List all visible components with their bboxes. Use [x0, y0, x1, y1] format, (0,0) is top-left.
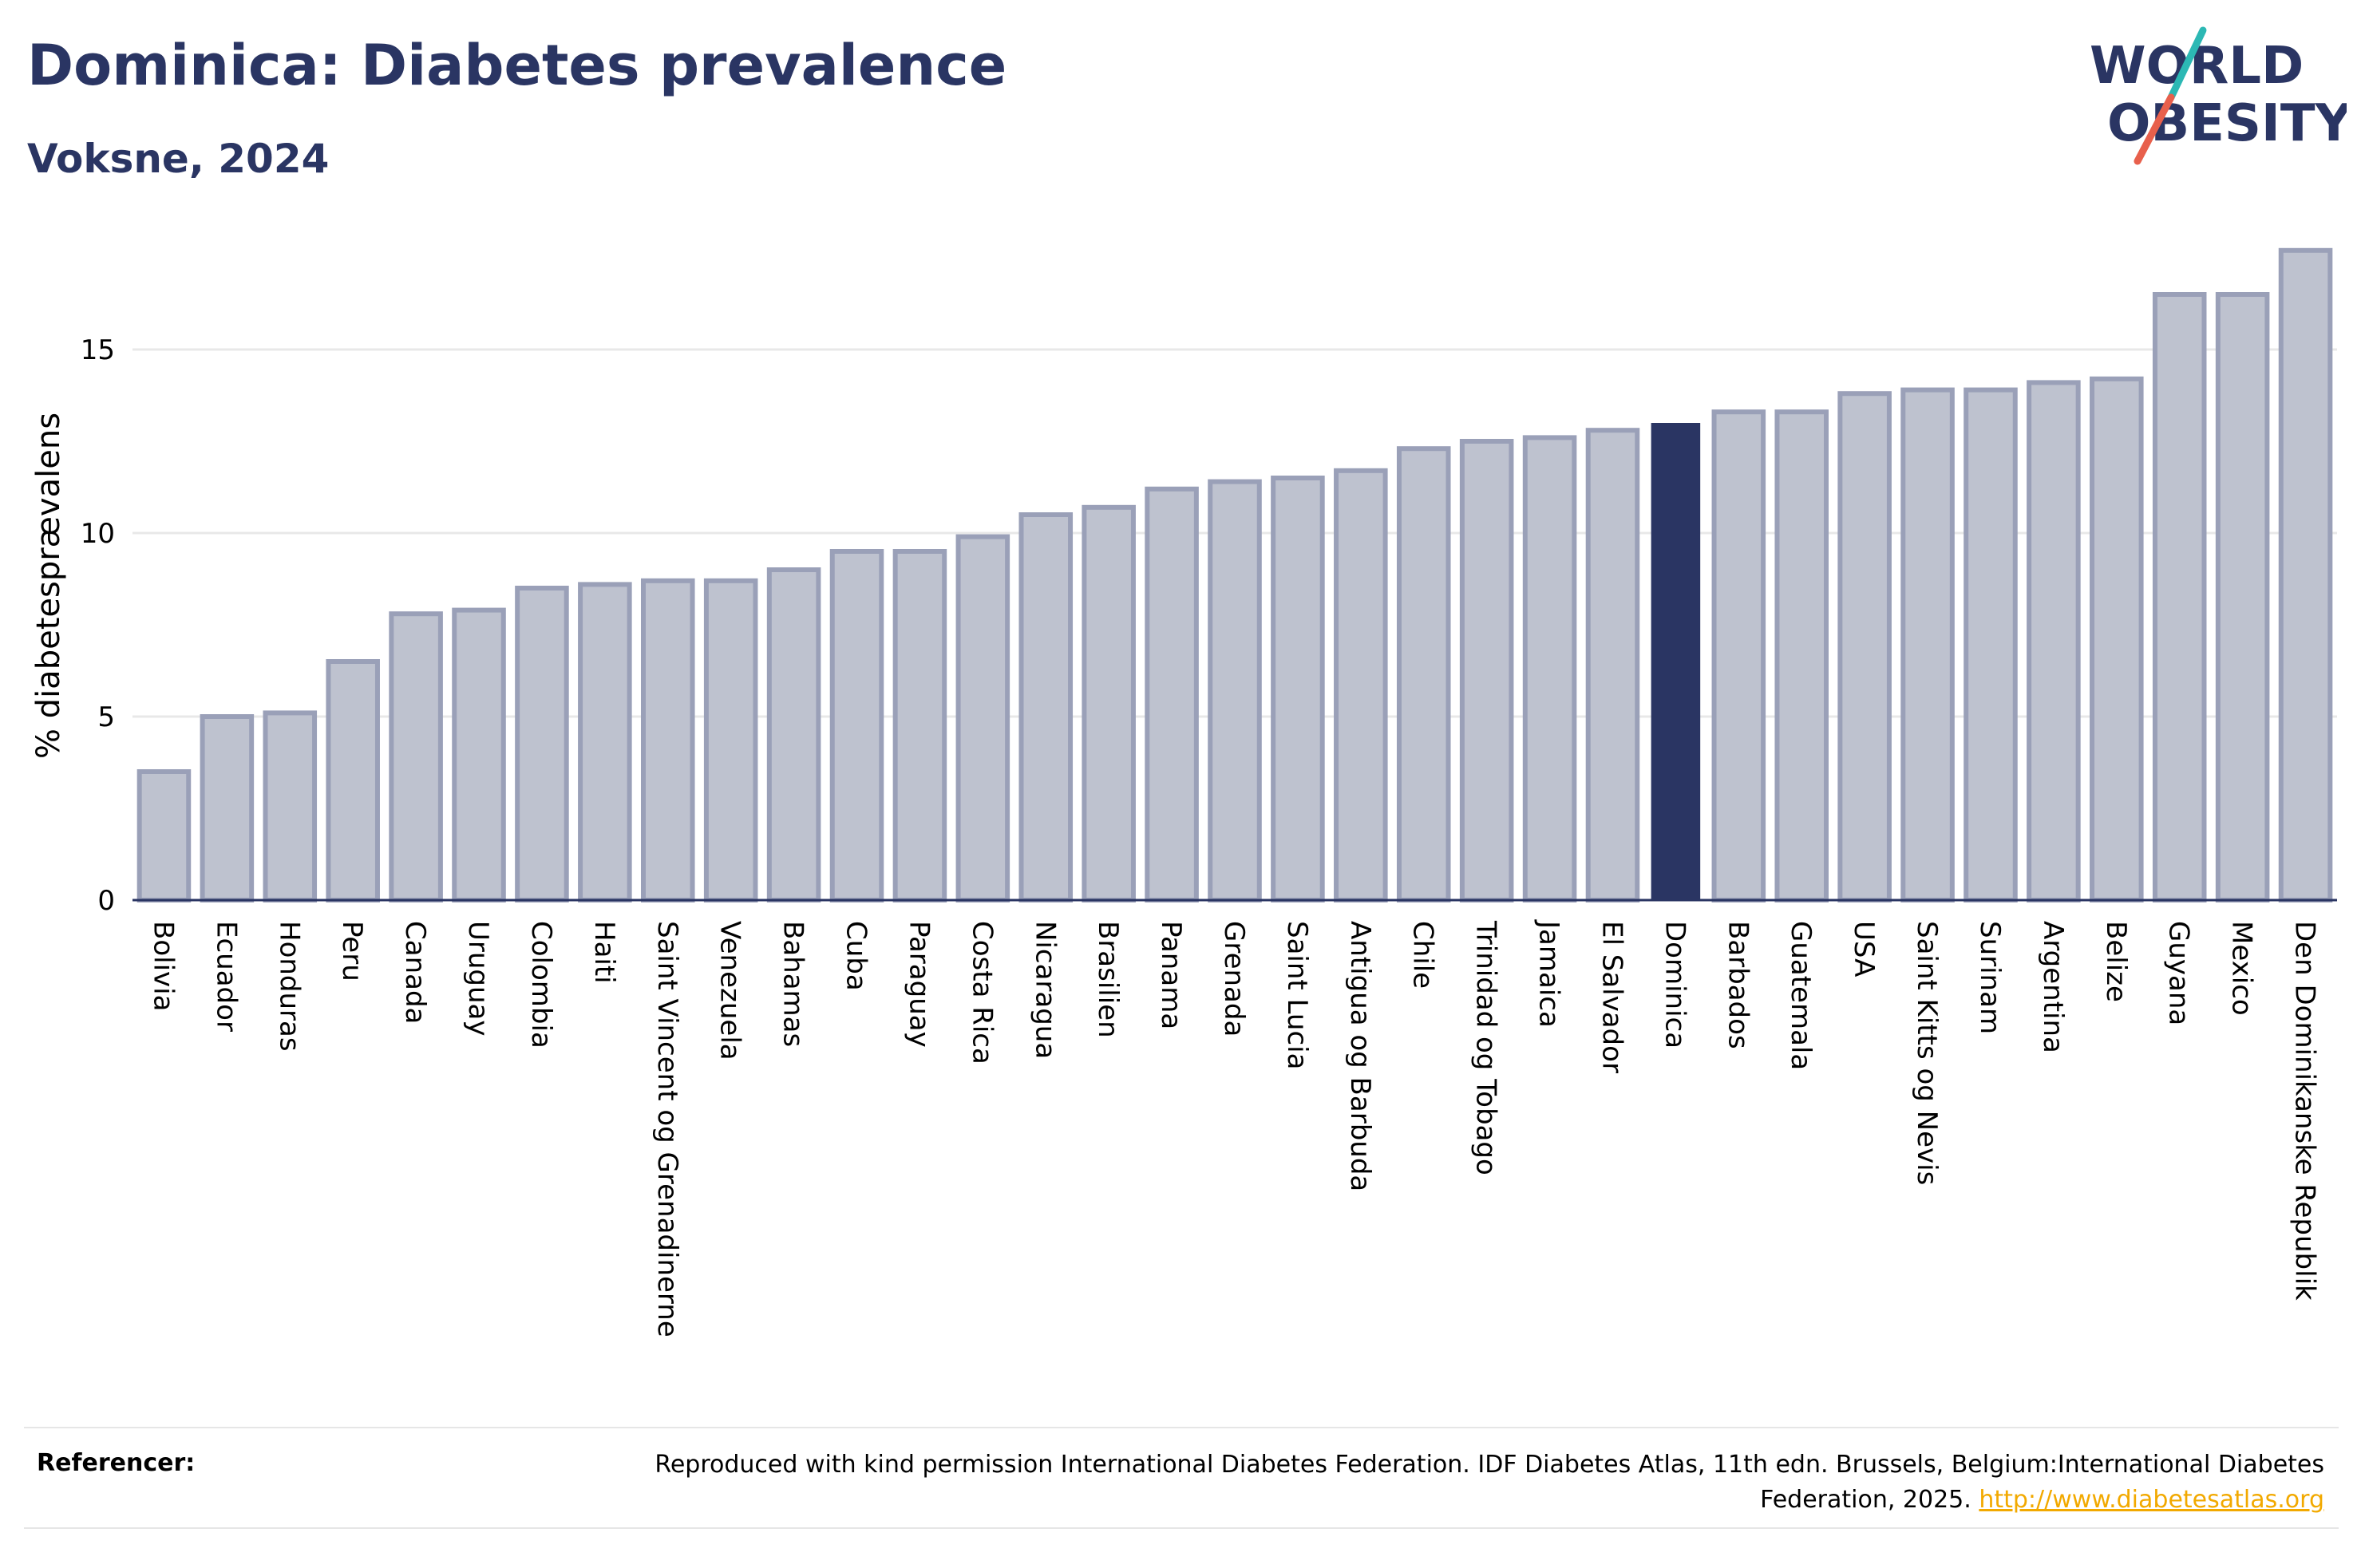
bar: [1334, 468, 1388, 902]
x-tick-label: Nicaragua: [1029, 921, 1061, 1059]
bar: [452, 607, 506, 902]
x-tick-label: Saint Lucia: [1281, 921, 1313, 1069]
bar: [2278, 247, 2333, 902]
world-obesity-logo: WORLD OBESITY: [2090, 26, 2347, 165]
bar: [200, 714, 255, 902]
bar: [1271, 476, 1325, 902]
bar: [326, 659, 380, 902]
x-tick-label: Guatemala: [1785, 921, 1817, 1070]
y-tick-label: 15: [81, 334, 115, 366]
bar: [955, 534, 1010, 902]
bar: [703, 578, 758, 902]
bar: [2090, 376, 2144, 902]
x-tick-label: Canada: [399, 921, 431, 1024]
x-tick-label: Belize: [2100, 921, 2132, 1002]
bar: [1396, 446, 1451, 902]
x-tick-label: Haiti: [588, 921, 620, 984]
references-footer: Referencer: Reproduced with kind permiss…: [24, 1427, 2339, 1529]
x-tick-label: Chile: [1407, 921, 1439, 989]
bar: [1145, 486, 1199, 902]
bar: [1900, 387, 1955, 903]
diabetesatlas-link[interactable]: http://www.diabetesatlas.org: [1979, 1486, 2324, 1514]
bar: [1837, 391, 1892, 902]
logo-slash-top: [2167, 26, 2207, 101]
bar: [1711, 409, 1766, 902]
x-tick-label: Costa Rica: [966, 921, 998, 1064]
x-tick-label: Ecuador: [210, 921, 242, 1032]
x-tick-label: Panama: [1155, 921, 1187, 1029]
x-tick-label: Dominica: [1659, 921, 1691, 1049]
chart-title: Dominica: Diabetes prevalence: [27, 33, 1007, 98]
x-tick-label: Jamaica: [1533, 919, 1565, 1028]
bar: [1522, 435, 1577, 902]
references-citation: Reproduced with kind permission Internat…: [655, 1451, 2324, 1514]
x-tick-label: Saint Kitts og Nevis: [1911, 921, 1943, 1185]
bar: [263, 710, 318, 903]
x-tick-label: Trinidad og Tobago: [1470, 920, 1502, 1175]
x-tick-label: El Salvador: [1596, 921, 1627, 1073]
x-tick-label: Grenada: [1218, 921, 1250, 1037]
x-tick-label: Saint Vincent og Grenadinerne: [651, 921, 683, 1337]
x-tick-label: Den Dominikanske Republik: [2289, 921, 2321, 1301]
x-tick-label: Surinam: [1974, 921, 2006, 1034]
x-tick-label: Guyana: [2163, 921, 2195, 1025]
logo-slash-bottom: [2134, 93, 2175, 165]
x-tick-label: Venezuela: [714, 921, 746, 1060]
bar: [640, 578, 695, 902]
bar: [829, 549, 884, 902]
references-text: Reproduced with kind permission Internat…: [648, 1448, 2324, 1518]
x-tick-label: Cuba: [840, 921, 872, 991]
references-label: Referencer:: [37, 1449, 196, 1477]
bar: [515, 586, 569, 902]
y-tick-label: 0: [97, 885, 115, 917]
bar: [1774, 409, 1829, 902]
bar: [578, 582, 632, 903]
x-tick-label: Paraguay: [903, 921, 935, 1048]
bar: [136, 769, 192, 902]
bar: [1459, 439, 1514, 902]
bar: [389, 611, 443, 902]
x-tick-label: Antigua og Barbuda: [1344, 921, 1376, 1191]
x-tick-label: USA: [1848, 921, 1880, 977]
x-tick-label: Bolivia: [147, 921, 179, 1011]
bar: [1964, 387, 2018, 903]
bar: [2215, 292, 2270, 902]
x-tick-label: Peru: [336, 921, 368, 981]
x-tick-label: Mexico: [2226, 921, 2258, 1016]
bar: [1585, 428, 1640, 902]
x-tick-label: Argentina: [2037, 921, 2069, 1053]
y-tick-label: 5: [97, 701, 115, 733]
bar-chart: 0 5 10 15 Bolivia Ecuador Honduras Peru Canada Ur…: [30, 247, 2337, 1337]
x-tick-label: Barbados: [1722, 921, 1754, 1049]
y-axis-label: % diabetesprævalens: [30, 413, 67, 759]
bar: [1208, 479, 1262, 902]
x-tick-label: Uruguay: [462, 921, 494, 1037]
chart-subtitle: Voksne, 2024: [27, 136, 330, 182]
bar: [766, 567, 821, 902]
bar: [1018, 512, 1074, 902]
bar: [1651, 423, 1701, 900]
x-tick-label: Brasilien: [1092, 921, 1124, 1038]
y-tick-label: 10: [81, 518, 115, 550]
bar: [1082, 504, 1136, 902]
bar: [2152, 292, 2207, 902]
bar: [892, 549, 947, 902]
x-tick-label: Bahamas: [777, 921, 809, 1047]
x-tick-label: Honduras: [273, 921, 305, 1052]
bar: [2027, 380, 2081, 902]
x-tick-label: Colombia: [525, 921, 557, 1049]
